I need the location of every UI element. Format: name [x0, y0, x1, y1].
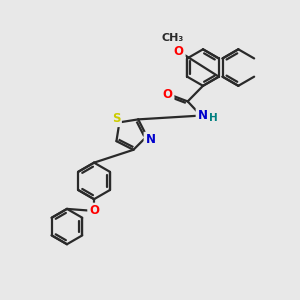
Text: O: O	[163, 88, 173, 101]
Text: N: N	[146, 134, 155, 146]
Text: O: O	[89, 205, 99, 218]
Text: H: H	[209, 113, 218, 123]
Text: CH₃: CH₃	[162, 33, 184, 43]
Text: O: O	[174, 45, 184, 58]
Text: S: S	[112, 112, 120, 125]
Text: N: N	[197, 109, 207, 122]
